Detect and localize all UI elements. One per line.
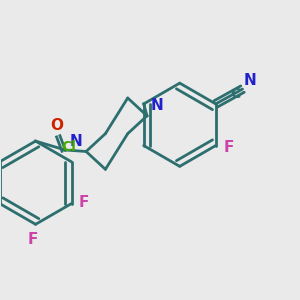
Text: N: N	[244, 73, 257, 88]
Text: F: F	[223, 140, 234, 154]
Text: F: F	[27, 232, 38, 247]
Text: N: N	[151, 98, 163, 113]
Text: N: N	[70, 134, 83, 149]
Text: Cl: Cl	[61, 140, 76, 154]
Text: C: C	[230, 87, 240, 101]
Text: O: O	[50, 118, 64, 133]
Text: F: F	[79, 194, 89, 209]
